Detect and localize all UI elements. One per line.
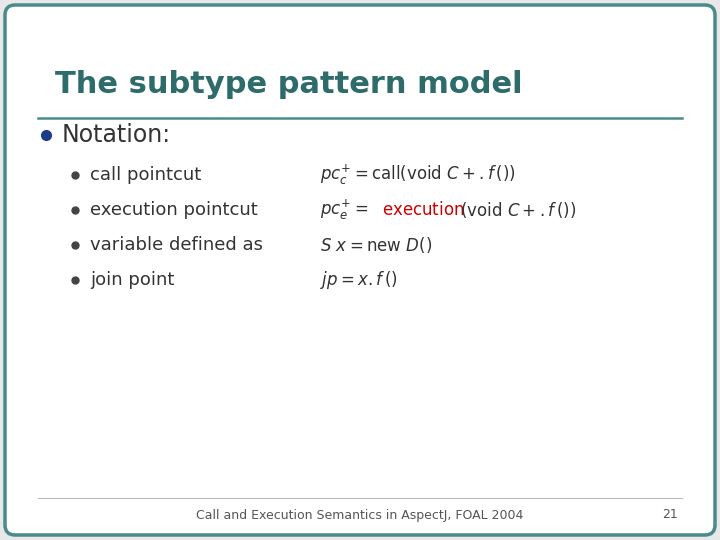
Text: execution pointcut: execution pointcut bbox=[90, 201, 258, 219]
Text: Call and Execution Semantics in AspectJ, FOAL 2004: Call and Execution Semantics in AspectJ,… bbox=[197, 509, 523, 522]
Text: $pc_e^{+} =$: $pc_e^{+} =$ bbox=[320, 198, 368, 222]
Text: call pointcut: call pointcut bbox=[90, 166, 202, 184]
Text: join point: join point bbox=[90, 271, 174, 289]
Text: variable defined as: variable defined as bbox=[90, 236, 263, 254]
Text: $pc_c^{+} = \mathrm{call}(\mathrm{void}\ C + .f\,())$: $pc_c^{+} = \mathrm{call}(\mathrm{void}\… bbox=[320, 163, 516, 187]
Text: 21: 21 bbox=[662, 509, 678, 522]
Text: $jp = x.f\,()$: $jp = x.f\,()$ bbox=[320, 269, 398, 291]
Text: Notation:: Notation: bbox=[62, 123, 171, 147]
Text: $\mathrm{execution}$: $\mathrm{execution}$ bbox=[382, 201, 464, 219]
Text: $S\ x = \mathrm{new}\ D()$: $S\ x = \mathrm{new}\ D()$ bbox=[320, 235, 432, 255]
FancyBboxPatch shape bbox=[5, 5, 715, 535]
Text: The subtype pattern model: The subtype pattern model bbox=[55, 70, 523, 99]
Text: $(\mathrm{void}\ C + .f\,())$: $(\mathrm{void}\ C + .f\,())$ bbox=[460, 200, 576, 220]
